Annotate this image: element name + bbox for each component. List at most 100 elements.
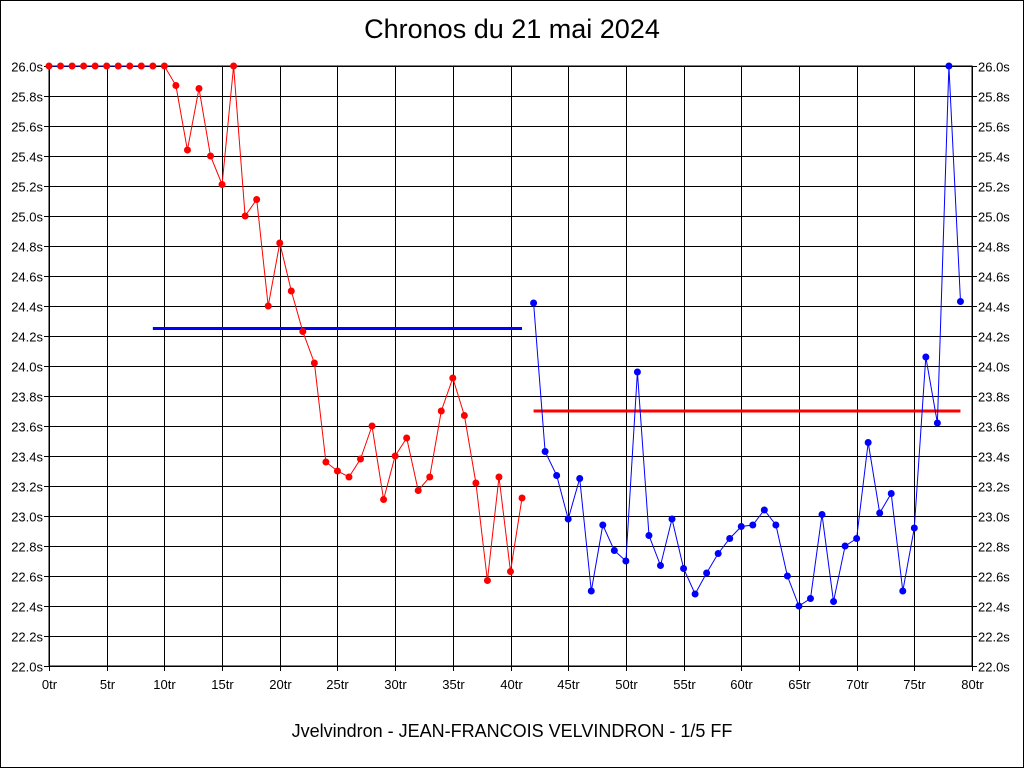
data-point (414, 487, 422, 494)
y-tick-label-right: 24.2s (978, 330, 1010, 345)
y-tick-label-right: 22.2s (978, 630, 1010, 645)
y-tick-label: 22.8s (11, 540, 43, 555)
x-tick-label: 25tr (326, 677, 349, 692)
data-point (564, 515, 572, 523)
y-tick-label-right: 22.4s (978, 600, 1010, 615)
y-tick-label-right: 25.0s (978, 210, 1010, 225)
x-tick-label: 0tr (42, 677, 58, 692)
data-point (495, 473, 503, 481)
y-tick-label-right: 23.8s (978, 390, 1010, 405)
data-point (956, 298, 964, 305)
data-point (172, 82, 180, 89)
data-point (599, 521, 607, 529)
data-point (437, 407, 445, 415)
x-tick-label: 80tr (961, 677, 984, 692)
x-tick-label: 15tr (211, 677, 234, 692)
data-point (656, 562, 664, 569)
data-point (207, 152, 215, 160)
x-tick-label: 65tr (788, 677, 811, 692)
data-point (691, 590, 699, 598)
data-point (426, 473, 434, 481)
data-point (922, 353, 930, 361)
x-tick-label: 70tr (846, 677, 869, 692)
series-line (533, 65, 961, 607)
y-tick-label-right: 24.4s (978, 300, 1010, 315)
y-tick-label: 24.8s (11, 240, 43, 255)
data-point (633, 368, 641, 376)
series-line (163, 65, 523, 581)
data-point (299, 328, 307, 335)
data-point (310, 359, 318, 367)
y-tick-label-right: 26.0s (978, 60, 1010, 75)
data-point (241, 212, 249, 220)
data-point (830, 598, 838, 605)
y-tick-label: 22.2s (11, 630, 43, 645)
data-point (449, 374, 457, 382)
y-tick-label-right: 22.0s (978, 660, 1010, 675)
x-tick-label: 5tr (100, 677, 116, 692)
data-point (749, 521, 757, 529)
y-tick-label-right: 24.6s (978, 270, 1010, 285)
data-point (68, 62, 76, 70)
data-point (887, 490, 895, 497)
data-point (149, 62, 157, 70)
data-point (795, 602, 803, 610)
data-point (703, 569, 711, 577)
data-point (126, 62, 134, 70)
y-tick-label: 25.4s (11, 150, 43, 165)
y-tick-label-right: 23.2s (978, 480, 1010, 495)
data-point (218, 181, 226, 188)
data-point (760, 506, 768, 514)
data-point (899, 587, 907, 595)
data-point (737, 523, 745, 530)
data-point (576, 475, 584, 482)
data-point (507, 568, 514, 575)
data-point (714, 550, 722, 557)
y-tick-label-right: 23.4s (978, 450, 1010, 465)
data-point (610, 547, 618, 554)
data-point (357, 455, 365, 463)
y-tick-label: 25.6s (11, 120, 43, 135)
data-point (530, 299, 538, 307)
y-tick-label-right: 25.2s (978, 180, 1010, 195)
y-tick-label: 23.8s (11, 390, 43, 405)
y-tick-label: 23.0s (11, 510, 43, 525)
data-point (368, 422, 376, 430)
data-point (195, 85, 203, 92)
y-tick-label: 23.4s (11, 450, 43, 465)
data-point (253, 196, 261, 203)
data-point (622, 557, 630, 565)
chart-title: Chronos du 21 mai 2024 (364, 14, 660, 44)
data-point (230, 62, 238, 70)
y-tick-label-right: 23.6s (978, 420, 1010, 435)
y-tick-label: 26.0s (11, 60, 43, 75)
y-tick-label: 22.0s (11, 660, 43, 675)
data-point (553, 472, 561, 479)
data-point (103, 62, 111, 70)
data-point (391, 452, 399, 460)
data-point (806, 595, 814, 602)
data-point (403, 434, 411, 442)
y-tick-label-right: 24.8s (978, 240, 1010, 255)
x-tick-label: 50tr (615, 677, 638, 692)
data-point (287, 287, 295, 295)
y-tick-label: 25.0s (11, 210, 43, 225)
x-tick-label: 55tr (673, 677, 696, 692)
y-tick-label: 24.0s (11, 360, 43, 375)
data-point (483, 577, 491, 584)
data-point (518, 494, 526, 502)
y-tick-label: 22.6s (11, 570, 43, 585)
data-point (183, 146, 191, 154)
data-point (91, 62, 99, 70)
data-point (783, 572, 791, 580)
data-point (933, 419, 941, 427)
y-tick-label-right: 23.0s (978, 510, 1010, 525)
data-point (645, 532, 653, 539)
data-point (264, 302, 272, 310)
x-tick-label: 10tr (153, 677, 176, 692)
data-point (45, 62, 53, 70)
chart-footer: Jvelvindron - JEAN-FRANCOIS VELVINDRON -… (291, 721, 733, 741)
data-point (587, 587, 595, 595)
data-point (772, 521, 780, 529)
